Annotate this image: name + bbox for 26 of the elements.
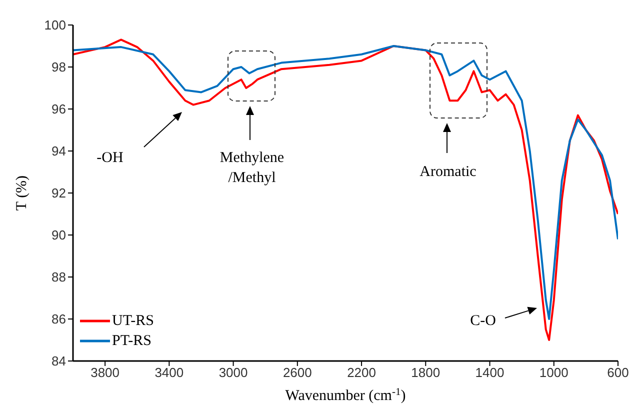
legend-label: UT-RS — [112, 312, 154, 330]
annotation: -OH — [96, 150, 124, 166]
y-tick-label: 84 — [52, 354, 66, 369]
y-tick-label: 88 — [52, 270, 66, 285]
x-tick-label: 3000 — [218, 365, 248, 380]
y-tick-label: 100 — [44, 18, 66, 33]
y-tick-label: 98 — [52, 60, 66, 75]
x-axis-title: Wavenumber (cm$^{-1}$) — [285, 386, 406, 404]
x-tick-label: 2200 — [347, 365, 376, 380]
y-tick-label: 90 — [52, 228, 66, 243]
x-tick-label: 600 — [607, 365, 629, 380]
y-axis-title: T (%) — [14, 175, 30, 211]
y-tick-label: 92 — [52, 186, 66, 201]
x-tick-label: 2600 — [282, 365, 312, 380]
annotation: Methylene /Methyl — [220, 150, 284, 186]
x-tick-label: 3400 — [154, 365, 184, 380]
y-tick-label: 94 — [52, 144, 66, 159]
x-tick-label: 1000 — [539, 365, 568, 380]
y-tick-label: 86 — [52, 312, 66, 327]
legend-label: PT-RS — [112, 332, 152, 350]
annotation: C-O — [470, 313, 496, 329]
x-tick-label: 1800 — [411, 365, 440, 380]
x-tick-label: 1400 — [475, 365, 504, 380]
annotation: Aromatic — [420, 164, 477, 180]
y-tick-label: 96 — [52, 102, 66, 117]
x-tick-label: 3800 — [90, 365, 120, 380]
